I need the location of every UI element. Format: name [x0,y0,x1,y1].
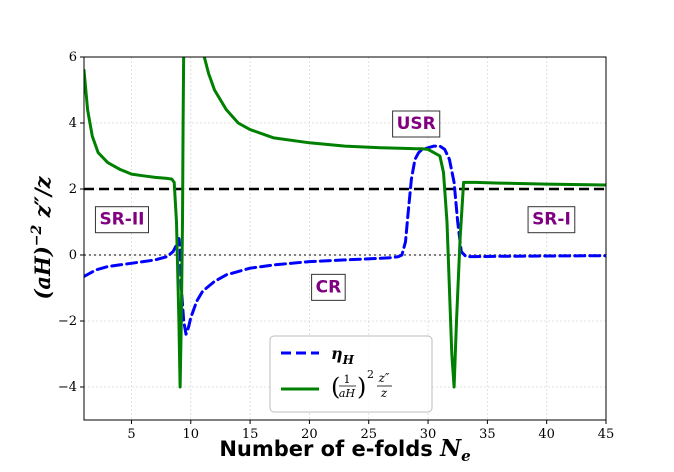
region-label-box [311,273,346,301]
legend-zpp-power: 2 [367,368,374,381]
x-tick-label: 30 [420,427,437,442]
legend-zpp-frac-num: 1 [344,373,351,386]
y-tick-label: −4 [58,380,77,395]
region-label-text: SR-I [532,210,571,230]
x-tick-label: 20 [301,427,318,442]
y-ticks: −4 −2 0 2 4 6 [58,50,84,395]
region-label-text: USR [397,114,436,134]
region-label-cr: CR [311,273,346,301]
x-axis-title-text: Number of e-folds [219,437,440,461]
x-tick-label: 35 [479,427,496,442]
legend-label-zpp: ( 1 aH ) 2 z″ z [331,368,392,401]
series-line-zpp [84,57,606,389]
y-tick-label: 4 [69,116,77,131]
legend-box [269,335,433,413]
legend-eta-subscript: H [342,353,355,367]
x-tick-label: 25 [360,427,377,442]
legend-eta-symbol: η [331,344,343,363]
region-label-text: SR-II [99,210,144,230]
x-tick-label: 5 [127,427,135,442]
x-tick-label: 10 [182,427,199,442]
x-ticks: 5 10 15 20 25 30 35 40 45 [127,420,614,442]
x-axis-title-symbol: N [439,435,462,462]
region-label-box [392,110,441,138]
region-label-text: CR [316,277,342,297]
y-tick-label: 2 [69,182,77,197]
legend-label-eta: ηH [331,344,355,367]
legend-zpp-tail-num: z″ [378,371,390,385]
region-annotations: SR-II CR USR SR-I [94,110,576,301]
x-tick-label: 40 [538,427,555,442]
y-tick-label: 0 [69,248,77,263]
region-label-usr: USR [392,110,441,138]
x-axis-title: Number of e-folds Ne [219,435,470,465]
legend-zpp-paren-left: ( [331,373,340,401]
y-tick-label: −2 [58,314,77,329]
region-label-sr-i: SR-I [527,206,576,234]
legend-zpp-paren-right: ) [357,373,366,401]
series-line-eta [84,144,606,336]
y-axis-title: (aH)−2 z″/z [29,175,55,299]
x-tick-label: 45 [598,427,615,442]
legend-zpp-frac-den: aH [339,387,356,400]
x-axis-title-subscript: e [461,447,471,465]
series-group [84,57,606,389]
plot-frame [83,56,607,421]
y-tick-label: 6 [69,50,77,65]
legend-zpp-tail-den: z [380,386,388,400]
legend: ηH ( 1 aH ) 2 z″ z [269,335,433,413]
y-axis-title-text: (aH)−2 z″/z [29,175,55,299]
region-label-sr-ii: SR-II [94,206,149,234]
x-tick-label: 15 [242,427,259,442]
region-label-box [94,206,149,234]
region-label-box [527,206,576,234]
